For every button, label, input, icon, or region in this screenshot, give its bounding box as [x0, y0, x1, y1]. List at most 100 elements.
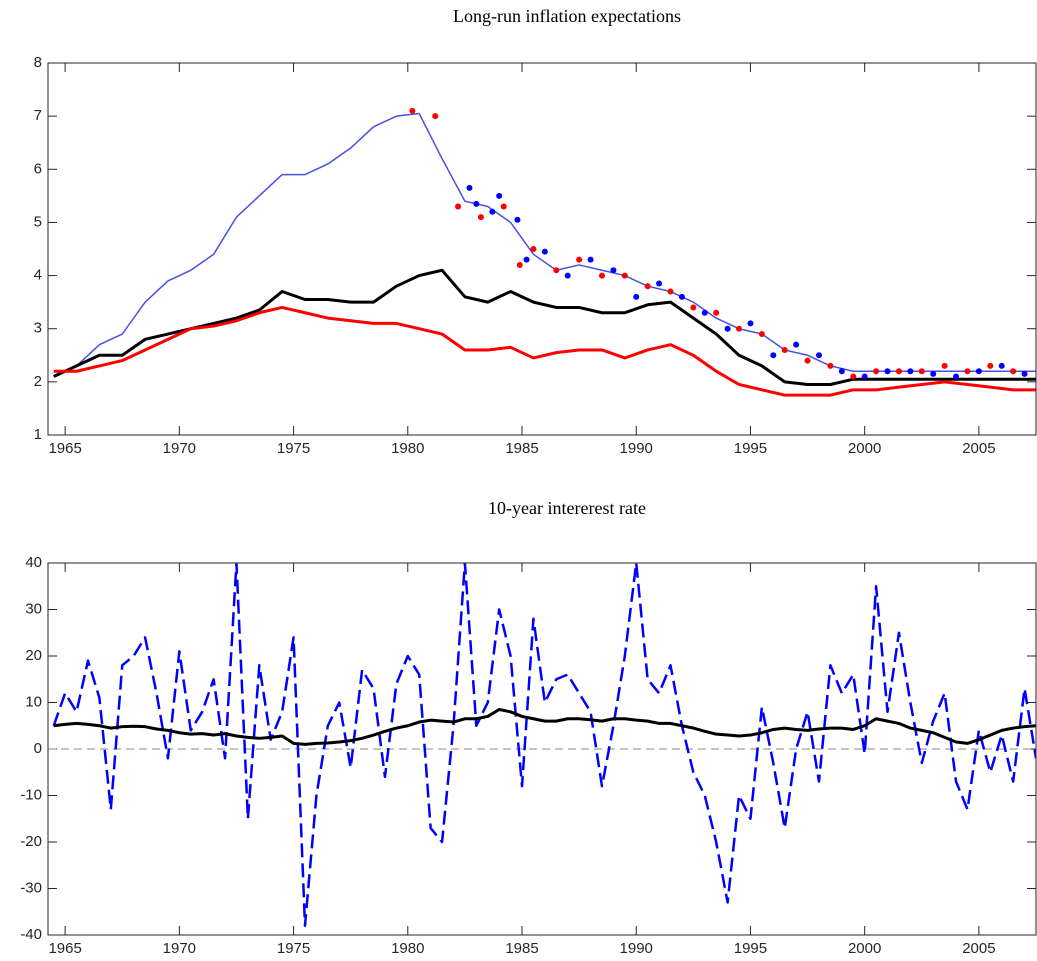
data-point	[827, 362, 834, 369]
data-point	[678, 293, 685, 300]
data-point	[964, 368, 971, 375]
x-tick-label: 1990	[620, 440, 653, 457]
data-point	[644, 283, 651, 290]
data-point	[576, 256, 583, 263]
y-tick-label: 3	[34, 320, 42, 337]
data-point	[941, 362, 948, 369]
axes-box	[47, 62, 1037, 436]
y-tick-label: 30	[25, 600, 42, 617]
y-tick-label: 7	[34, 107, 42, 124]
x-tick-label: 1990	[620, 940, 653, 957]
y-tick-label: 10	[25, 693, 42, 710]
data-point	[918, 368, 925, 375]
data-point	[758, 331, 765, 338]
data-point	[838, 368, 845, 375]
data-point	[489, 208, 496, 215]
data-point	[930, 370, 937, 377]
data-point	[598, 272, 605, 279]
plot-content	[53, 107, 1036, 397]
data-point	[514, 216, 521, 223]
data-point	[747, 320, 754, 327]
data-point	[793, 341, 800, 348]
data-point	[587, 256, 594, 263]
data-point	[998, 362, 1005, 369]
line-series	[53, 112, 1036, 378]
data-point	[770, 352, 777, 359]
y-tick-label: 2	[34, 373, 42, 390]
x-tick-label: 2005	[962, 940, 995, 957]
x-tick-label: 2005	[962, 440, 995, 457]
data-point	[409, 107, 416, 114]
y-tick-label: 5	[34, 213, 42, 230]
data-point	[466, 184, 473, 191]
data-point	[553, 267, 560, 274]
x-tick-label: 1980	[391, 940, 424, 957]
data-point	[781, 346, 788, 353]
data-point	[473, 200, 480, 207]
y-tick-label: 1	[34, 426, 42, 443]
data-point	[656, 280, 663, 287]
data-point	[907, 368, 914, 375]
data-point	[953, 373, 960, 380]
data-point	[500, 203, 507, 210]
y-tick-label: -30	[20, 879, 42, 896]
x-tick-label: 1965	[48, 440, 81, 457]
y-tick-label: 4	[34, 267, 42, 284]
line-series	[52, 563, 1036, 927]
x-tick-label: 1970	[163, 440, 196, 457]
line-series	[53, 268, 1036, 387]
data-point	[873, 368, 880, 375]
data-point	[516, 261, 523, 268]
data-point	[815, 352, 822, 359]
y-tick-label: 8	[34, 54, 42, 71]
line-series	[53, 305, 1036, 397]
data-point	[724, 325, 731, 332]
data-point	[432, 113, 439, 120]
data-point	[610, 267, 617, 274]
plot-content	[48, 563, 1036, 927]
y-tick-label: -40	[20, 926, 42, 943]
x-tick-label: 2000	[848, 940, 881, 957]
line-series	[53, 707, 1036, 746]
x-tick-label: 1995	[734, 940, 767, 957]
x-tick-label: 1985	[505, 940, 538, 957]
data-point	[713, 309, 720, 316]
data-point	[975, 368, 982, 375]
data-point	[701, 309, 708, 316]
chart-title: 10-year intererest rate	[488, 498, 646, 518]
y-tick-label: -10	[20, 786, 42, 803]
data-point	[895, 368, 902, 375]
chart-title: Long-run inflation expectations	[453, 6, 681, 26]
x-tick-label: 1965	[48, 940, 81, 957]
x-tick-label: 1970	[163, 940, 196, 957]
data-point	[1010, 368, 1017, 375]
data-point	[884, 368, 891, 375]
data-point	[861, 373, 868, 380]
x-tick-label: 1975	[277, 440, 310, 457]
y-tick-label: 40	[25, 554, 42, 571]
x-tick-label: 2000	[848, 440, 881, 457]
data-point	[1021, 370, 1028, 377]
y-tick-label: -20	[20, 833, 42, 850]
data-point	[667, 288, 674, 295]
data-point	[736, 325, 743, 332]
data-point	[804, 357, 811, 364]
data-point	[621, 272, 628, 279]
y-tick-label: 20	[25, 647, 42, 664]
data-point	[633, 293, 640, 300]
x-tick-label: 1995	[734, 440, 767, 457]
data-point	[523, 256, 530, 263]
data-point	[530, 246, 537, 252]
axes-box	[47, 562, 1037, 936]
y-tick-label: 0	[34, 740, 42, 757]
data-point	[477, 214, 484, 221]
x-tick-label: 1975	[277, 940, 310, 957]
data-point	[690, 304, 697, 311]
data-point	[455, 203, 462, 210]
data-point	[564, 272, 571, 279]
data-point	[987, 362, 994, 369]
y-tick-label: 6	[34, 160, 42, 177]
x-tick-label: 1985	[505, 440, 538, 457]
